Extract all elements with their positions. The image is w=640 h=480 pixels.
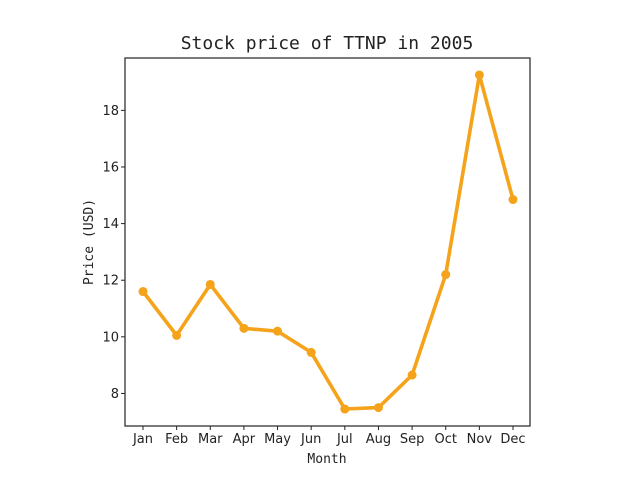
y-tick-label: 18 <box>102 104 119 119</box>
x-tick-label: Mar <box>198 432 223 447</box>
data-point-Dec <box>508 195 518 205</box>
y-tick-label: 8 <box>111 387 119 402</box>
x-tick-label: Apr <box>233 432 256 447</box>
data-point-Feb <box>172 330 182 340</box>
x-tick-label: Aug <box>366 432 391 447</box>
plot-frame <box>124 57 531 427</box>
x-tick-label: Dec <box>500 432 525 447</box>
data-point-Aug <box>373 403 383 413</box>
data-point-Sep <box>407 370 417 380</box>
x-tick-label: Jan <box>132 432 153 447</box>
chart-title: Stock price of TTNP in 2005 <box>181 33 474 54</box>
x-tick-label: Jun <box>300 432 321 447</box>
data-point-Jun <box>306 347 316 357</box>
x-tick-label: Oct <box>434 432 456 447</box>
x-axis-label: Month <box>307 452 346 467</box>
data-point-Jan <box>138 287 148 297</box>
y-tick-label: 12 <box>102 274 119 289</box>
x-tick-label: Feb <box>165 432 188 447</box>
data-point-May <box>273 326 283 336</box>
data-point-Mar <box>205 279 215 289</box>
y-tick-label: 14 <box>102 217 119 232</box>
data-point-Nov <box>474 70 484 80</box>
data-point-Jul <box>340 404 350 414</box>
x-tick-label: Nov <box>467 432 493 447</box>
data-point-Oct <box>441 270 451 280</box>
y-axis-label: Price (USD) <box>82 199 97 285</box>
x-tick-label: May <box>264 432 291 447</box>
data-point-Apr <box>239 323 249 333</box>
plot-area: Jan Feb Mar Apr May Jun Jul Aug Sep Oct Nov Dec 8 10 1… <box>102 70 526 447</box>
x-tick-label: Sep <box>400 432 425 447</box>
y-tick-label: 16 <box>102 160 119 175</box>
x-tick-label: Jul <box>336 432 353 447</box>
series-line <box>141 73 515 411</box>
y-tick-label: 10 <box>102 330 119 345</box>
